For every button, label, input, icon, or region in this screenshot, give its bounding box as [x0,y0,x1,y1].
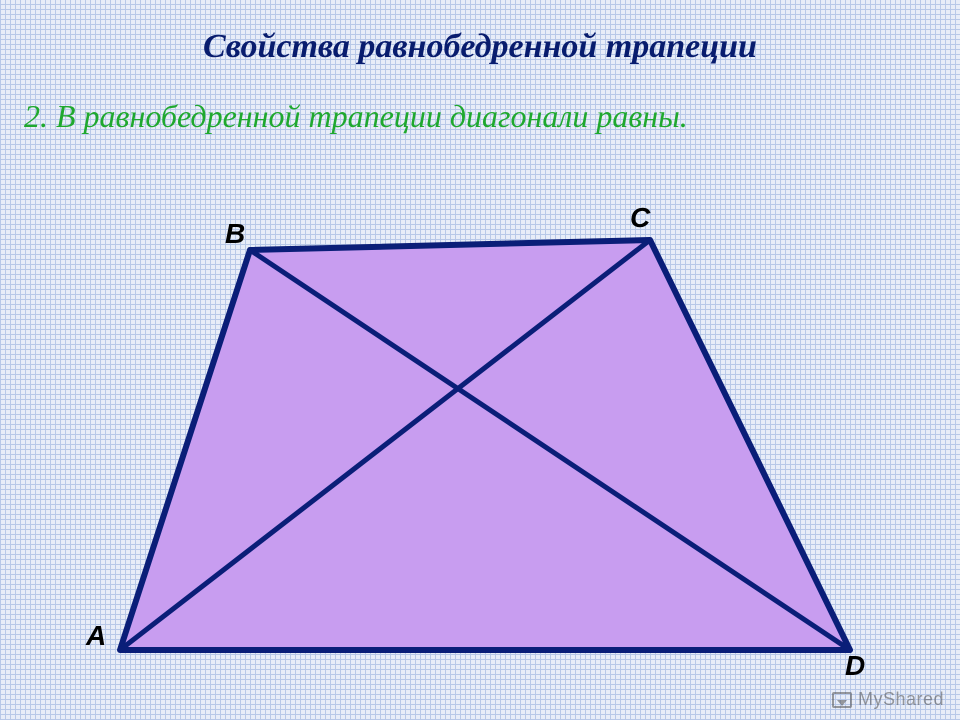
vertex-label-d: D [845,650,865,682]
watermark-text: MyShared [858,689,944,709]
presentation-icon [832,692,852,708]
vertex-label-b: B [225,218,245,250]
vertex-label-c: C [630,202,650,234]
page-title: Свойства равнобедренной трапеции [0,28,960,66]
property-statement: 2. В равнобедренной трапеции диагонали р… [24,96,936,136]
watermark: MyShared [832,689,944,710]
trapezoid-figure [60,190,900,690]
vertex-label-a: A [86,620,106,652]
